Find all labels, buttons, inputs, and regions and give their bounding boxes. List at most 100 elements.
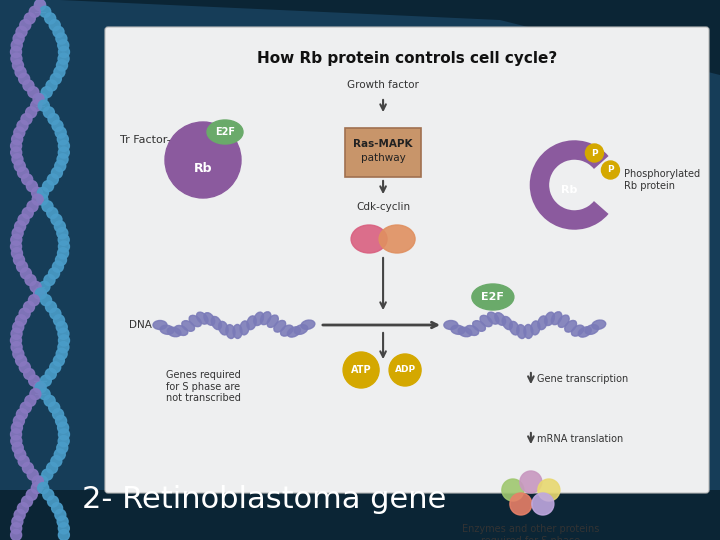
Text: ADP: ADP bbox=[395, 366, 415, 375]
Text: Tr Factor-: Tr Factor- bbox=[120, 135, 171, 145]
Ellipse shape bbox=[558, 315, 570, 327]
Circle shape bbox=[12, 154, 23, 165]
Ellipse shape bbox=[472, 321, 485, 332]
Ellipse shape bbox=[207, 120, 243, 144]
Circle shape bbox=[22, 174, 32, 185]
Circle shape bbox=[47, 462, 58, 474]
Circle shape bbox=[19, 362, 30, 373]
Circle shape bbox=[34, 288, 45, 299]
Circle shape bbox=[50, 308, 61, 319]
Circle shape bbox=[56, 321, 67, 333]
Circle shape bbox=[11, 342, 22, 353]
Circle shape bbox=[27, 181, 37, 192]
Ellipse shape bbox=[219, 321, 228, 335]
Circle shape bbox=[23, 80, 34, 91]
Circle shape bbox=[28, 87, 39, 98]
Circle shape bbox=[22, 207, 33, 219]
Circle shape bbox=[56, 348, 67, 359]
Ellipse shape bbox=[379, 225, 415, 253]
Circle shape bbox=[49, 19, 60, 31]
Circle shape bbox=[11, 436, 22, 447]
Circle shape bbox=[25, 274, 36, 286]
Circle shape bbox=[51, 214, 62, 225]
Circle shape bbox=[25, 395, 36, 406]
Circle shape bbox=[14, 160, 25, 172]
Circle shape bbox=[48, 174, 58, 185]
Bar bbox=[0, 490, 720, 540]
Circle shape bbox=[11, 429, 22, 440]
Circle shape bbox=[12, 248, 22, 259]
Circle shape bbox=[14, 221, 26, 232]
Circle shape bbox=[538, 479, 560, 501]
Text: Growth factor: Growth factor bbox=[347, 80, 419, 90]
Circle shape bbox=[41, 87, 52, 98]
Circle shape bbox=[17, 503, 28, 514]
Circle shape bbox=[45, 301, 56, 313]
Ellipse shape bbox=[585, 325, 598, 334]
Circle shape bbox=[47, 207, 58, 219]
Circle shape bbox=[14, 449, 26, 460]
Ellipse shape bbox=[233, 325, 242, 339]
Ellipse shape bbox=[544, 312, 554, 326]
Circle shape bbox=[601, 161, 619, 179]
Circle shape bbox=[36, 93, 47, 104]
Circle shape bbox=[40, 375, 51, 386]
Circle shape bbox=[58, 422, 68, 433]
Circle shape bbox=[30, 6, 40, 17]
Ellipse shape bbox=[287, 327, 300, 337]
Ellipse shape bbox=[351, 225, 387, 253]
Circle shape bbox=[58, 134, 68, 145]
Circle shape bbox=[21, 113, 32, 125]
Ellipse shape bbox=[294, 325, 307, 334]
Circle shape bbox=[12, 40, 22, 51]
Circle shape bbox=[16, 26, 27, 37]
Circle shape bbox=[58, 147, 69, 158]
Circle shape bbox=[17, 167, 29, 178]
Ellipse shape bbox=[465, 326, 479, 335]
Circle shape bbox=[38, 100, 49, 111]
Circle shape bbox=[37, 476, 48, 487]
Circle shape bbox=[11, 53, 22, 64]
Circle shape bbox=[58, 328, 69, 339]
Circle shape bbox=[19, 73, 30, 84]
Circle shape bbox=[44, 395, 55, 406]
Circle shape bbox=[15, 66, 26, 78]
Circle shape bbox=[14, 509, 25, 521]
Circle shape bbox=[29, 375, 40, 386]
Circle shape bbox=[389, 354, 421, 386]
Circle shape bbox=[35, 0, 45, 10]
Circle shape bbox=[43, 107, 55, 118]
Text: Rb: Rb bbox=[194, 161, 212, 174]
Circle shape bbox=[58, 342, 69, 353]
Circle shape bbox=[55, 160, 66, 172]
Ellipse shape bbox=[189, 315, 202, 327]
Circle shape bbox=[57, 227, 68, 239]
Circle shape bbox=[33, 93, 44, 104]
Circle shape bbox=[48, 496, 58, 507]
Circle shape bbox=[17, 261, 27, 272]
Ellipse shape bbox=[572, 325, 584, 336]
Circle shape bbox=[19, 19, 31, 31]
Text: How Rb protein controls cell cycle?: How Rb protein controls cell cycle? bbox=[257, 51, 557, 65]
Circle shape bbox=[32, 194, 43, 205]
Circle shape bbox=[37, 187, 48, 198]
Text: Phosphorylated
Rb protein: Phosphorylated Rb protein bbox=[624, 169, 701, 191]
Ellipse shape bbox=[181, 321, 194, 332]
Circle shape bbox=[11, 335, 22, 346]
Circle shape bbox=[165, 122, 241, 198]
Ellipse shape bbox=[487, 312, 499, 324]
Circle shape bbox=[53, 26, 64, 37]
Ellipse shape bbox=[538, 316, 547, 329]
Circle shape bbox=[35, 382, 46, 393]
Circle shape bbox=[56, 60, 68, 71]
Circle shape bbox=[35, 288, 46, 299]
Circle shape bbox=[12, 516, 23, 527]
Circle shape bbox=[57, 516, 68, 527]
Text: mRNA translation: mRNA translation bbox=[537, 434, 623, 444]
Circle shape bbox=[343, 352, 379, 388]
Text: Cdk-cyclin: Cdk-cyclin bbox=[356, 202, 410, 212]
Circle shape bbox=[48, 268, 60, 279]
Polygon shape bbox=[60, 0, 720, 75]
Circle shape bbox=[58, 53, 69, 64]
Circle shape bbox=[54, 449, 66, 460]
